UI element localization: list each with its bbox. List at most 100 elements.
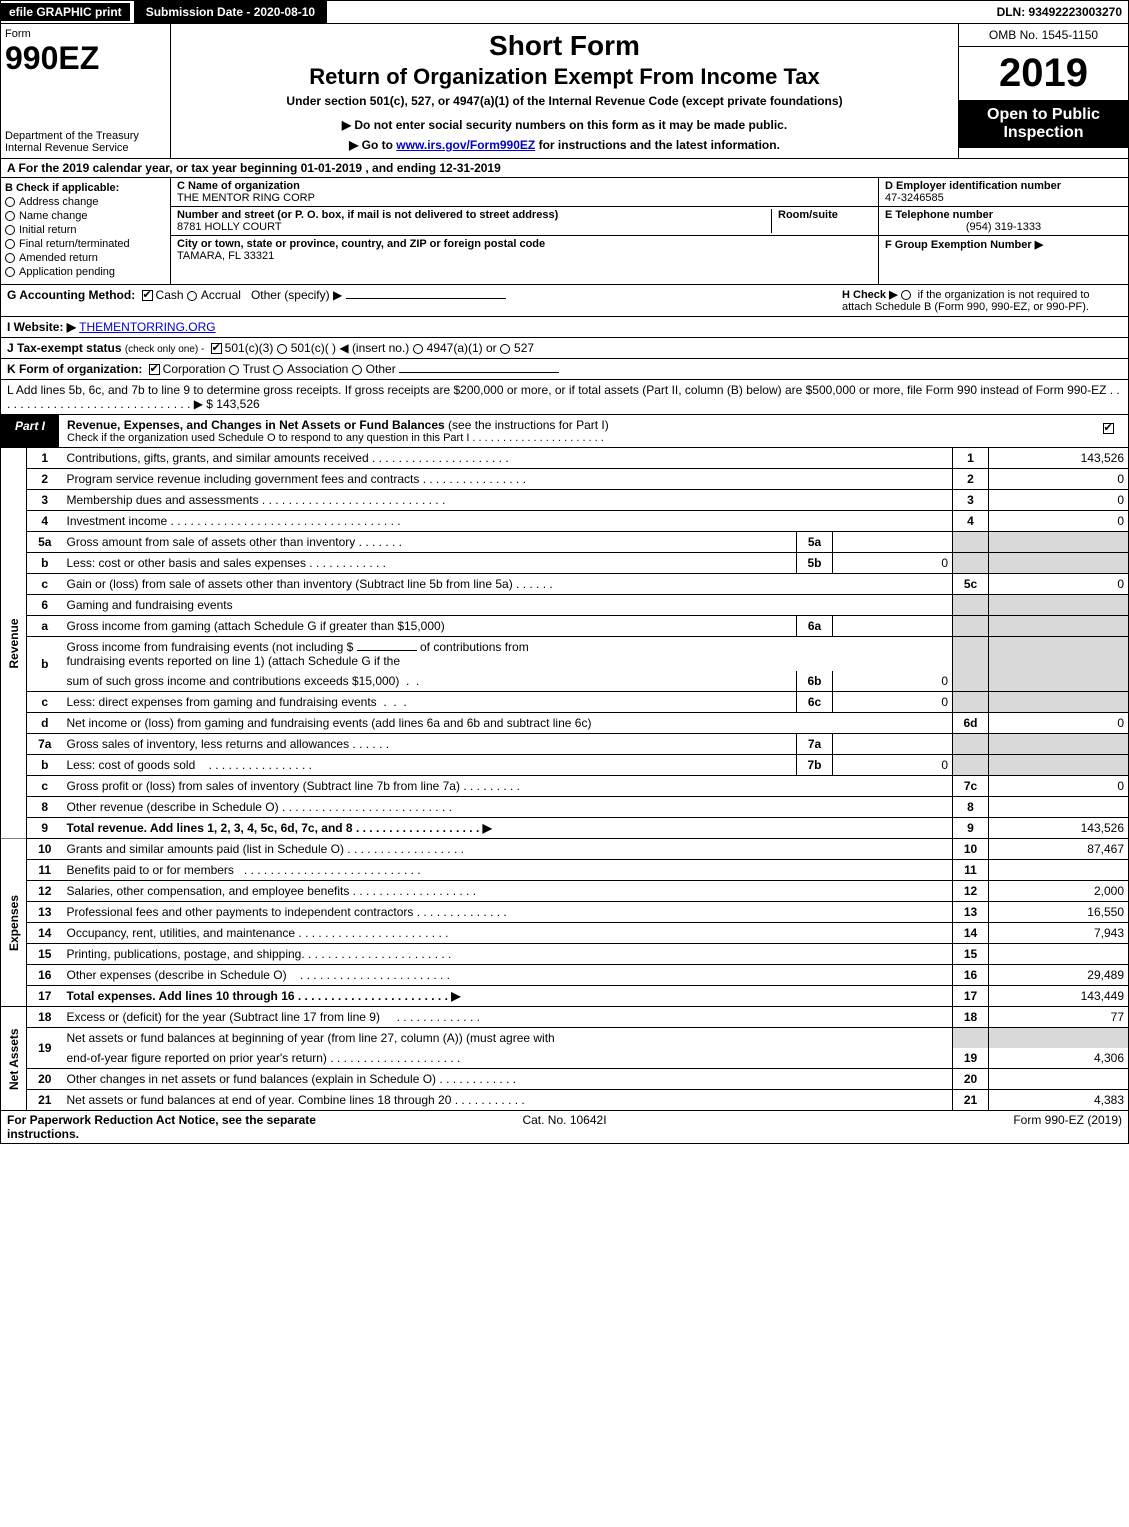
room-suite-label: Room/suite	[778, 209, 838, 221]
goto-prefix: ▶ Go to	[349, 138, 396, 152]
irs-gov-link[interactable]: www.irs.gov/Form990EZ	[396, 138, 535, 152]
line-16: 16 Other expenses (describe in Schedule …	[1, 965, 1129, 986]
circle-icon[interactable]	[273, 365, 283, 375]
check-initial-return[interactable]: Initial return	[5, 224, 166, 236]
efile-print-button[interactable]: efile GRAPHIC print	[1, 3, 130, 21]
checkbox-501c3[interactable]	[211, 343, 222, 354]
telephone-value: (954) 319-1333	[885, 221, 1122, 233]
street-value: 8781 HOLLY COURT	[177, 221, 282, 233]
header-left: Form 990EZ Department of the Treasury In…	[1, 24, 171, 158]
section-b-checkboxes: B Check if applicable: Address change Na…	[1, 178, 171, 284]
omb-number: OMB No. 1545-1150	[959, 24, 1128, 47]
circle-icon[interactable]	[229, 365, 239, 375]
part-1-table: Revenue 1 Contributions, gifts, grants, …	[0, 448, 1129, 1111]
submission-date-label: Submission Date - 2020-08-10	[134, 1, 327, 23]
goto-suffix: for instructions and the latest informat…	[535, 138, 780, 152]
circle-icon	[5, 253, 15, 263]
top-bar: efile GRAPHIC print Submission Date - 20…	[0, 0, 1129, 24]
line-20-value	[989, 1069, 1129, 1090]
check-address-change[interactable]: Address change	[5, 196, 166, 208]
org-name-label: C Name of organization	[177, 180, 300, 192]
line-6b-value: 0	[833, 671, 953, 692]
row-l-gross-receipts: L Add lines 5b, 6c, and 7b to line 9 to …	[0, 380, 1129, 415]
header-center: Short Form Return of Organization Exempt…	[171, 24, 958, 158]
open-public-badge: Open to Public Inspection	[959, 100, 1128, 148]
checkbox-corporation[interactable]	[149, 364, 160, 375]
line-1: Revenue 1 Contributions, gifts, grants, …	[1, 448, 1129, 469]
row-a-tax-year: A For the 2019 calendar year, or tax yea…	[0, 159, 1129, 178]
row-g-h: G Accounting Method: Cash Accrual Other …	[0, 285, 1129, 317]
section-d-e-f: D Employer identification number 47-3246…	[878, 178, 1128, 284]
line-11: 11 Benefits paid to or for members . . .…	[1, 860, 1129, 881]
circle-icon[interactable]	[500, 344, 510, 354]
line-13-value: 16,550	[989, 902, 1129, 923]
row-j-tax-exempt: J Tax-exempt status (check only one) - 5…	[0, 338, 1129, 359]
checkbox-cash[interactable]	[142, 290, 153, 301]
line-5a-value	[833, 532, 953, 553]
line-2-value: 0	[989, 469, 1129, 490]
h-check-schedule-b: H Check ▶ if the organization is not req…	[842, 288, 1122, 313]
line-16-value: 29,489	[989, 965, 1129, 986]
checkbox-schedule-o[interactable]	[1103, 423, 1114, 434]
line-13: 13 Professional fees and other payments …	[1, 902, 1129, 923]
goto-link-line: ▶ Go to www.irs.gov/Form990EZ for instru…	[179, 138, 950, 152]
line-7a: 7a Gross sales of inventory, less return…	[1, 734, 1129, 755]
ein-label: D Employer identification number	[885, 180, 1061, 192]
line-17: 17 Total expenses. Add lines 10 through …	[1, 986, 1129, 1007]
line-21-value: 4,383	[989, 1090, 1129, 1111]
line-9-value: 143,526	[989, 818, 1129, 839]
street-label: Number and street (or P. O. box, if mail…	[177, 209, 558, 221]
line-7b-value: 0	[833, 755, 953, 776]
org-name-value: THE MENTOR RING CORP	[177, 192, 315, 204]
check-app-pending[interactable]: Application pending	[5, 266, 166, 278]
line-4-value: 0	[989, 511, 1129, 532]
line-5b-value: 0	[833, 553, 953, 574]
fundraising-amount-input[interactable]	[357, 650, 417, 651]
check-amended[interactable]: Amended return	[5, 252, 166, 264]
circle-icon[interactable]	[413, 344, 423, 354]
line-19-value: 4,306	[989, 1048, 1129, 1069]
k-label: K Form of organization:	[7, 362, 142, 376]
line-10-value: 87,467	[989, 839, 1129, 860]
line-3: 3 Membership dues and assessments . . . …	[1, 490, 1129, 511]
dln-label: DLN: 93492223003270	[997, 5, 1128, 19]
circle-icon[interactable]	[187, 291, 197, 301]
line-18: Net Assets 18 Excess or (deficit) for th…	[1, 1007, 1129, 1028]
line-15-value	[989, 944, 1129, 965]
check-name-change[interactable]: Name change	[5, 210, 166, 222]
circle-icon	[5, 211, 15, 221]
g-label: G Accounting Method:	[7, 288, 135, 302]
line-5c: c Gain or (loss) from sale of assets oth…	[1, 574, 1129, 595]
check-final-return[interactable]: Final return/terminated	[5, 238, 166, 250]
expenses-side-label: Expenses	[1, 839, 27, 1007]
line-12: 12 Salaries, other compensation, and emp…	[1, 881, 1129, 902]
accounting-method: G Accounting Method: Cash Accrual Other …	[7, 288, 842, 313]
circle-icon	[5, 267, 15, 277]
website-link[interactable]: THEMENTORRING.ORG	[79, 320, 215, 334]
j-label: J Tax-exempt status	[7, 341, 122, 355]
line-7a-value	[833, 734, 953, 755]
line-6b-part1: b Gross income from fundraising events (…	[1, 637, 1129, 672]
page-footer: For Paperwork Reduction Act Notice, see …	[0, 1111, 1129, 1144]
group-exemption-label: F Group Exemption Number ▶	[885, 239, 1043, 251]
circle-icon	[5, 225, 15, 235]
circle-icon[interactable]	[352, 365, 362, 375]
line-19-part2: end-of-year figure reported on prior yea…	[1, 1048, 1129, 1069]
line-6a: a Gross income from gaming (attach Sched…	[1, 616, 1129, 637]
part-1-checkbox-cell	[1088, 415, 1128, 447]
website-label: I Website: ▶	[7, 320, 76, 334]
line-5b: b Less: cost or other basis and sales ex…	[1, 553, 1129, 574]
section-b-label: B Check if applicable:	[5, 182, 166, 194]
city-label: City or town, state or province, country…	[177, 238, 545, 250]
line-14: 14 Occupancy, rent, utilities, and maint…	[1, 923, 1129, 944]
row-k-form-org: K Form of organization: Corporation Trus…	[0, 359, 1129, 380]
line-6b-part2: sum of such gross income and contributio…	[1, 671, 1129, 692]
line-7c: c Gross profit or (loss) from sales of i…	[1, 776, 1129, 797]
circle-icon[interactable]	[901, 290, 911, 300]
line-15: 15 Printing, publications, postage, and …	[1, 944, 1129, 965]
other-org-input[interactable]	[399, 372, 559, 373]
line-6d: d Net income or (loss) from gaming and f…	[1, 713, 1129, 734]
circle-icon[interactable]	[277, 344, 287, 354]
other-specify-input[interactable]	[346, 298, 506, 299]
line-20: 20 Other changes in net assets or fund b…	[1, 1069, 1129, 1090]
